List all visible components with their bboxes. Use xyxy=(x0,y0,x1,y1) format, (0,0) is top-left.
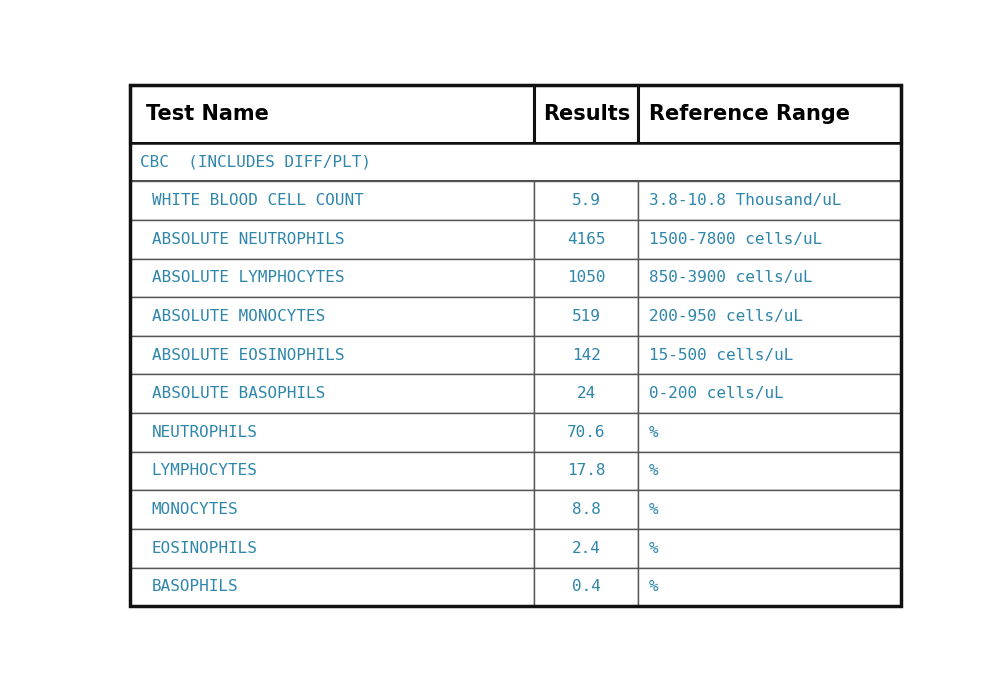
Text: ABSOLUTE BASOPHILS: ABSOLUTE BASOPHILS xyxy=(152,386,325,402)
Text: BASOPHILS: BASOPHILS xyxy=(152,579,238,594)
Text: 0-200 cells/uL: 0-200 cells/uL xyxy=(649,386,784,402)
Text: 8.8: 8.8 xyxy=(572,502,601,517)
Text: 15-500 cells/uL: 15-500 cells/uL xyxy=(649,347,793,363)
Bar xyxy=(130,568,535,606)
Text: 2.4: 2.4 xyxy=(572,540,601,555)
Text: %: % xyxy=(649,425,658,440)
Bar xyxy=(638,297,900,336)
Bar xyxy=(130,374,535,413)
Text: %: % xyxy=(649,540,658,555)
Text: 3.8-10.8 Thousand/uL: 3.8-10.8 Thousand/uL xyxy=(649,193,841,208)
Bar xyxy=(130,143,900,181)
Bar xyxy=(535,490,638,529)
Text: ABSOLUTE MONOCYTES: ABSOLUTE MONOCYTES xyxy=(152,309,325,324)
Text: %: % xyxy=(649,464,658,478)
Text: 142: 142 xyxy=(572,347,601,363)
Bar xyxy=(130,297,535,336)
Bar xyxy=(535,336,638,374)
Bar xyxy=(535,85,638,143)
Text: ABSOLUTE EOSINOPHILS: ABSOLUTE EOSINOPHILS xyxy=(152,347,345,363)
Bar xyxy=(638,451,900,490)
Text: WHITE BLOOD CELL COUNT: WHITE BLOOD CELL COUNT xyxy=(152,193,364,208)
Text: %: % xyxy=(649,579,658,594)
Text: 4165: 4165 xyxy=(567,232,606,247)
Bar xyxy=(638,220,900,259)
Text: 519: 519 xyxy=(572,309,601,324)
Text: %: % xyxy=(649,502,658,517)
Bar xyxy=(535,259,638,297)
Bar xyxy=(130,85,535,143)
Text: NEUTROPHILS: NEUTROPHILS xyxy=(152,425,257,440)
Bar xyxy=(638,85,900,143)
Text: EOSINOPHILS: EOSINOPHILS xyxy=(152,540,257,555)
Text: Results: Results xyxy=(543,104,630,124)
Text: CBC  (INCLUDES DIFF/PLT): CBC (INCLUDES DIFF/PLT) xyxy=(140,155,371,170)
Bar xyxy=(638,374,900,413)
Bar xyxy=(638,490,900,529)
Text: Reference Range: Reference Range xyxy=(649,104,850,124)
Bar xyxy=(130,336,535,374)
Text: 1500-7800 cells/uL: 1500-7800 cells/uL xyxy=(649,232,822,247)
Bar xyxy=(130,181,535,220)
Text: Test Name: Test Name xyxy=(146,104,268,124)
Text: 17.8: 17.8 xyxy=(567,464,606,478)
Bar xyxy=(535,220,638,259)
Bar xyxy=(638,568,900,606)
Bar xyxy=(535,413,638,451)
Text: 850-3900 cells/uL: 850-3900 cells/uL xyxy=(649,270,813,285)
Text: 24: 24 xyxy=(577,386,596,402)
Text: 5.9: 5.9 xyxy=(572,193,601,208)
Text: 200-950 cells/uL: 200-950 cells/uL xyxy=(649,309,803,324)
Text: 0.4: 0.4 xyxy=(572,579,601,594)
Text: ABSOLUTE LYMPHOCYTES: ABSOLUTE LYMPHOCYTES xyxy=(152,270,345,285)
Bar xyxy=(638,529,900,568)
Bar xyxy=(638,413,900,451)
Bar xyxy=(535,181,638,220)
Bar xyxy=(535,374,638,413)
Bar xyxy=(535,451,638,490)
Text: LYMPHOCYTES: LYMPHOCYTES xyxy=(152,464,257,478)
Text: 70.6: 70.6 xyxy=(567,425,606,440)
Text: ABSOLUTE NEUTROPHILS: ABSOLUTE NEUTROPHILS xyxy=(152,232,345,247)
Bar xyxy=(130,529,535,568)
Bar xyxy=(535,297,638,336)
Bar xyxy=(130,413,535,451)
Bar xyxy=(130,490,535,529)
Bar xyxy=(638,259,900,297)
Text: MONOCYTES: MONOCYTES xyxy=(152,502,238,517)
Bar xyxy=(130,451,535,490)
Text: 1050: 1050 xyxy=(567,270,606,285)
Bar xyxy=(535,529,638,568)
Bar xyxy=(130,259,535,297)
Bar xyxy=(130,220,535,259)
Bar xyxy=(638,336,900,374)
Bar xyxy=(638,181,900,220)
Bar xyxy=(535,568,638,606)
